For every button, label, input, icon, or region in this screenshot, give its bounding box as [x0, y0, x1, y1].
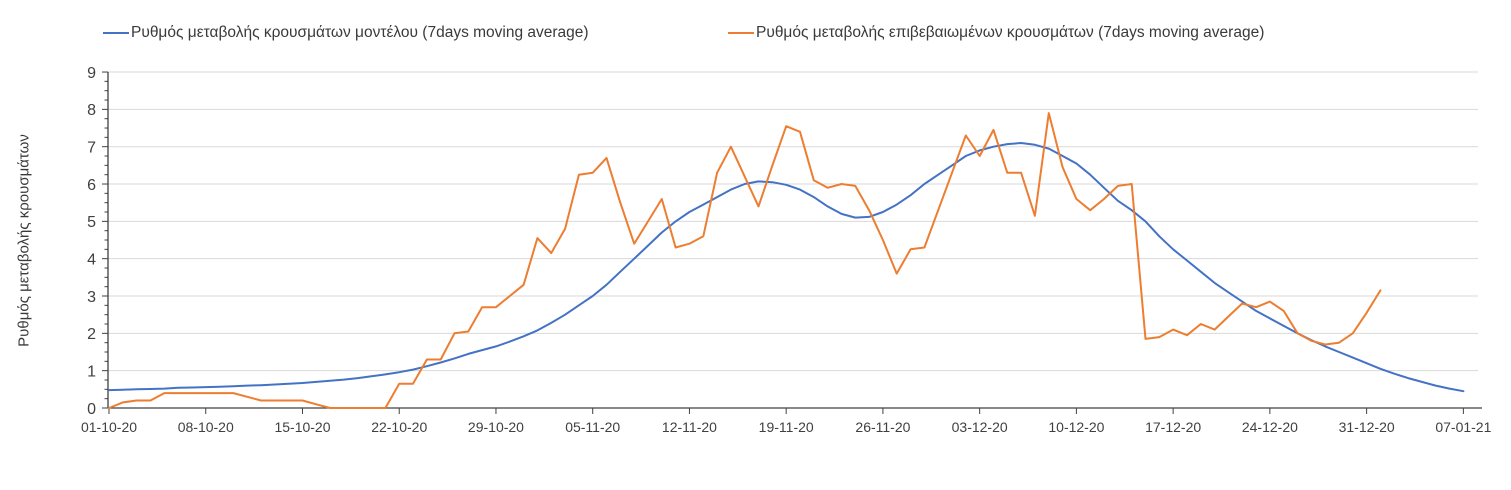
legend-item-model: Ρυθμός μεταβολής κρουσμάτων μοντέλου (7d…: [103, 22, 589, 44]
x-tick-label: 19-11-20: [759, 419, 814, 435]
legend-marker-model: [103, 32, 129, 34]
legend-item-confirmed: Ρυθμός μεταβολής επιβεβαιωμένων κρουσμάτ…: [728, 22, 1264, 44]
legend-label-model: Ρυθμός μεταβολής κρουσμάτων μοντέλου (7d…: [131, 24, 589, 41]
x-tick-label: 08-10-20: [178, 419, 234, 435]
chart-legend: Ρυθμός μεταβολής κρουσμάτων μοντέλου (7d…: [0, 22, 1511, 44]
x-tick-label: 12-11-20: [662, 419, 717, 435]
y-tick-label: 8: [87, 102, 96, 119]
x-tick-label: 17-12-20: [1145, 419, 1201, 435]
y-tick-label: 3: [87, 289, 96, 306]
x-tick-label: 03-12-20: [952, 419, 1008, 435]
x-tick-label: 15-10-20: [274, 419, 330, 435]
x-tick-label: 24-12-20: [1242, 419, 1298, 435]
y-tick-label: 0: [87, 401, 96, 418]
y-tick-label: 4: [87, 251, 96, 268]
x-tick-label: 05-11-20: [565, 419, 620, 435]
x-tick-label: 22-10-20: [371, 419, 427, 435]
y-tick-label: 1: [87, 363, 96, 380]
x-tick-label: 29-10-20: [468, 419, 524, 435]
x-tick-label: 10-12-20: [1048, 419, 1104, 435]
series-line-confirmed: [108, 112, 1382, 409]
y-tick-label: 7: [87, 139, 96, 156]
y-tick-label: 6: [87, 177, 96, 194]
y-tick-label: 9: [87, 65, 96, 82]
x-tick-label: 31-12-20: [1339, 419, 1395, 435]
x-tick-label: 01-10-20: [81, 419, 137, 435]
series-line-model: [108, 142, 1465, 393]
legend-marker-confirmed: [728, 32, 754, 34]
y-tick-label: 2: [87, 326, 96, 343]
y-axis-title: Ρυθμός μεταβολής κρουσμάτων: [15, 134, 33, 347]
x-tick-label: 07-01-21: [1435, 419, 1491, 435]
y-tick-label: 5: [87, 214, 96, 231]
x-tick-label: 26-11-20: [855, 419, 910, 435]
legend-label-confirmed: Ρυθμός μεταβολής επιβεβαιωμένων κρουσμάτ…: [756, 24, 1265, 41]
